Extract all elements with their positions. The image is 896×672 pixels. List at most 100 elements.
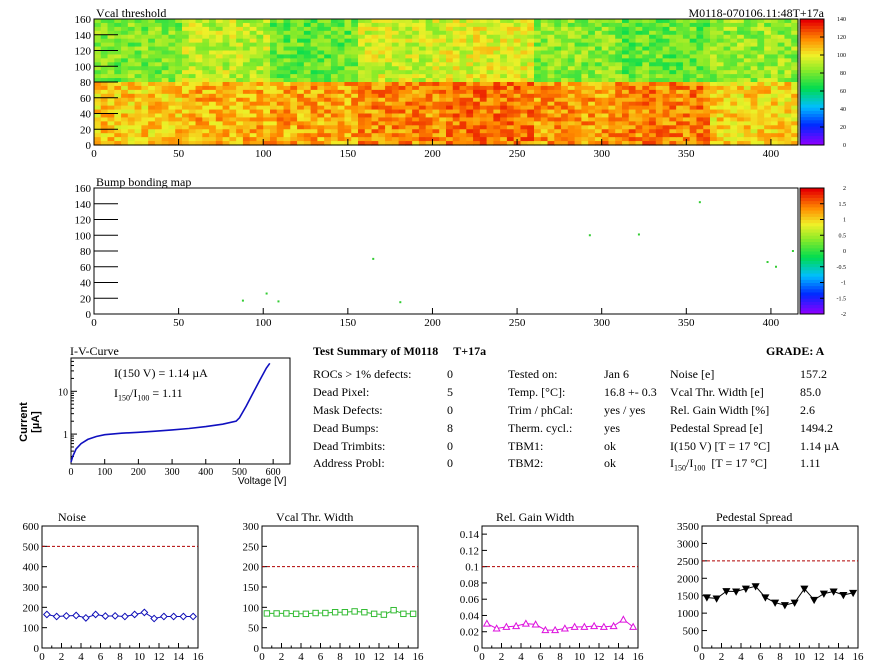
heatmap-cell <box>425 74 434 79</box>
heatmap-cell <box>777 137 786 142</box>
heatmap-cell <box>493 54 501 59</box>
heatmap-cell <box>764 105 772 111</box>
heatmap-cell <box>344 26 352 32</box>
heatmap-cell <box>154 85 163 91</box>
heatmap-cell <box>215 62 224 67</box>
heatmap-cell <box>534 105 542 111</box>
heatmap-cell <box>94 62 102 67</box>
heatmap-cell <box>148 141 156 146</box>
heatmap-cell <box>222 121 230 126</box>
heatmap-cell <box>649 101 657 107</box>
heatmap-cell <box>94 89 102 95</box>
summary-left-value: 0 <box>447 456 453 470</box>
heatmap-cell <box>161 82 170 87</box>
heatmap-cell <box>452 133 461 138</box>
heatmap-cell <box>283 46 291 52</box>
bump-palette-band <box>800 266 824 271</box>
heatmap-cell <box>473 78 481 83</box>
heatmap-cell <box>371 42 379 48</box>
heatmap-cell <box>175 62 183 67</box>
heatmap-cell <box>649 82 657 87</box>
heatmap-cell <box>710 93 718 99</box>
heatmap-cell <box>770 70 779 75</box>
heatmap-cell <box>655 34 664 40</box>
heatmap-cell <box>94 78 102 83</box>
heatmap-cell <box>662 42 670 48</box>
heatmap-cell <box>391 85 400 91</box>
heatmap-cell <box>385 85 393 91</box>
heatmap-cell <box>601 54 610 59</box>
heatmap-cell <box>689 125 698 130</box>
pedestal-ytick-label: 3500 <box>677 521 700 533</box>
heatmap-cell <box>371 19 379 24</box>
heatmap-cell <box>506 78 515 83</box>
bump-ytick-label: 120 <box>75 215 92 227</box>
heatmap-cell <box>297 70 305 75</box>
heatmap-cell <box>371 89 379 95</box>
heatmap-cell <box>351 105 359 111</box>
heatmap-cell <box>290 101 298 107</box>
gain-width-marker <box>551 625 560 634</box>
heatmap-cell <box>703 50 711 56</box>
heatmap-cell <box>121 58 129 63</box>
heatmap-cell <box>527 42 535 48</box>
heatmap-cell <box>486 133 494 138</box>
heatmap-cell <box>188 129 197 134</box>
heatmap-cell <box>662 137 670 142</box>
heatmap-cell <box>459 89 467 95</box>
heatmap-cell <box>202 109 210 115</box>
heatmap-cell <box>669 50 677 56</box>
heatmap-cell <box>737 50 745 56</box>
heatmap-cell <box>107 46 115 52</box>
heatmap-cell <box>310 129 318 134</box>
bump-point <box>588 234 591 237</box>
heatmap-cell <box>148 105 156 111</box>
heatmap-palette-band <box>800 97 824 102</box>
heatmap-cell <box>777 82 786 87</box>
heatmap-cell <box>412 129 420 134</box>
heatmap-cell <box>358 26 366 32</box>
heatmap-cell <box>297 46 305 52</box>
heatmap-cell <box>148 62 156 67</box>
heatmap-cell <box>723 113 731 119</box>
heatmap-cell <box>791 129 799 134</box>
heatmap-cell <box>757 78 765 83</box>
heatmap-cell <box>290 26 298 32</box>
heatmap-cell <box>358 46 366 52</box>
heatmap-cell <box>750 141 758 146</box>
heatmap-cell <box>290 54 298 59</box>
heatmap-cell <box>669 129 677 134</box>
heatmap-cell <box>452 129 461 134</box>
gain-width-marker <box>629 622 638 630</box>
heatmap-cell <box>601 121 610 126</box>
heatmap-cell <box>737 66 745 71</box>
heatmap-cell <box>371 54 379 59</box>
heatmap-cell <box>635 70 643 75</box>
heatmap-cell <box>134 66 142 71</box>
heatmap-cell <box>588 62 596 67</box>
heatmap-cell <box>391 101 400 107</box>
heatmap-cell <box>527 19 535 24</box>
heatmap-cell <box>317 78 325 83</box>
heatmap-cell <box>330 26 339 32</box>
heatmap-cell <box>689 101 698 107</box>
heatmap-cell <box>764 34 772 40</box>
heatmap-cell <box>385 113 393 119</box>
heatmap-cell <box>594 70 603 75</box>
heatmap-cell <box>743 109 752 115</box>
heatmap-cell <box>655 38 664 44</box>
heatmap-cell <box>737 97 745 103</box>
heatmap-cell <box>154 101 163 107</box>
heatmap-cell <box>696 78 704 83</box>
heatmap-cell <box>358 93 366 99</box>
bump-palette-label: 1 <box>843 218 846 224</box>
heatmap-cell <box>439 54 447 59</box>
heatmap-cell <box>100 26 109 32</box>
heatmap-cell <box>594 78 603 83</box>
heatmap-cell <box>554 30 562 36</box>
heatmap-cell <box>649 109 657 115</box>
heatmap-cell <box>649 74 657 79</box>
heatmap-cell <box>358 58 366 63</box>
bump-point <box>372 257 375 260</box>
heatmap-cell <box>655 89 664 95</box>
